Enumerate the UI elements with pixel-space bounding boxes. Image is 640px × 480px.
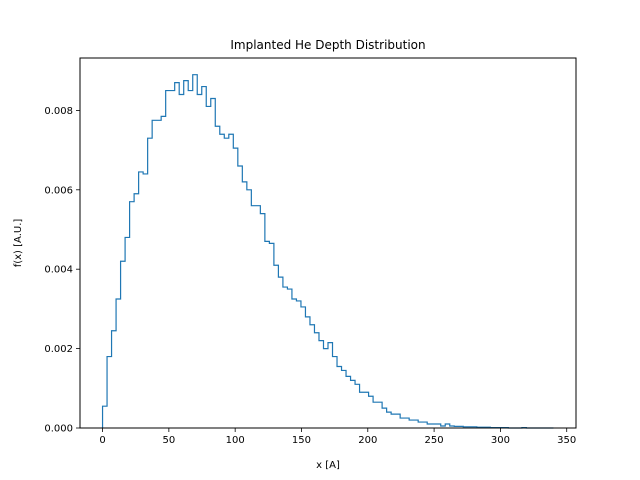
x-axis-ticks: 0 50 100 150 200 250 300 350 [99,428,576,446]
x-tick-label: 350 [557,435,576,446]
y-axis-ticks: 0.000 0.002 0.004 0.006 0.008 [44,106,80,435]
y-tick-label: 0.002 [44,344,73,355]
y-tick-label: 0.000 [44,424,73,435]
y-tick-label: 0.008 [44,106,73,117]
x-tick-label: 250 [425,435,444,446]
x-tick-label: 200 [358,435,377,446]
x-tick-label: 50 [162,435,175,446]
y-tick-label: 0.006 [44,185,73,196]
x-tick-label: 300 [491,435,510,446]
plot-area [79,57,577,429]
chart-title: Implanted He Depth Distribution [230,38,425,52]
axes-background [80,58,576,428]
axes-frame [79,57,577,429]
y-axis-label: f(x) [A.U.] [13,219,24,268]
y-tick-label: 0.004 [44,265,73,276]
x-tick-label: 100 [226,435,245,446]
x-tick-label: 150 [292,435,311,446]
x-tick-label: 0 [99,435,105,446]
histogram-step-line [101,74,554,429]
x-axis-label: x [A] [316,460,340,471]
